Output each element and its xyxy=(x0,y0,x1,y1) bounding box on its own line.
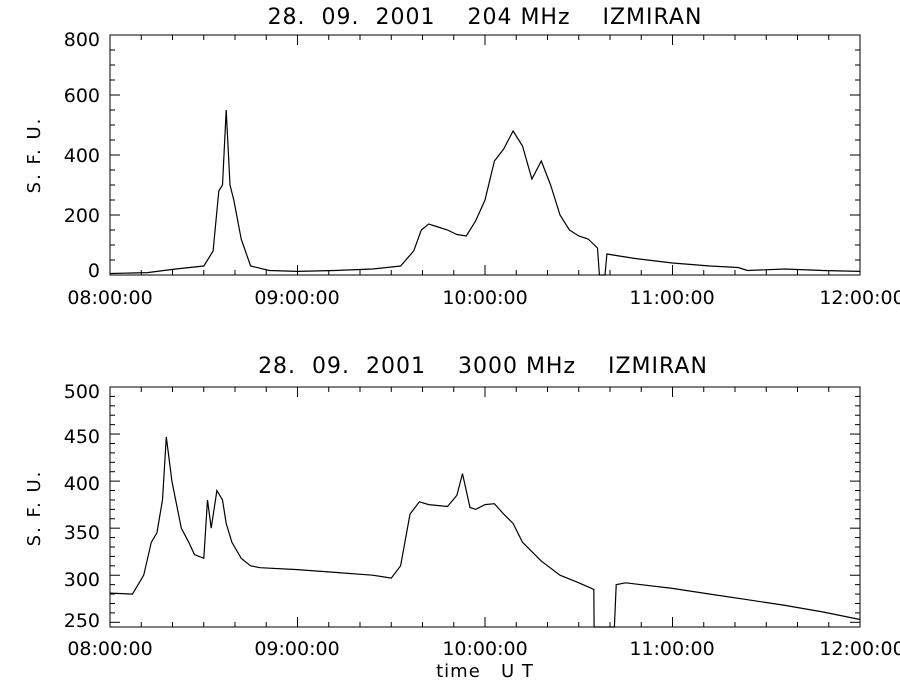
series-204mhz-line xyxy=(109,109,861,276)
ytick-label: 250 xyxy=(64,610,100,632)
ytick-label: 450 xyxy=(64,426,100,448)
xtick-label: 09:00:00 xyxy=(254,638,339,660)
ytick-label: 200 xyxy=(64,205,100,227)
panel-3000mhz-xlabel: time U T xyxy=(436,661,534,682)
panel-3000mhz-title: 28. 09. 2001 3000 MHz IZMIRAN xyxy=(258,354,708,379)
xtick-label: 11:00:00 xyxy=(629,638,714,660)
xtick-label: 11:00:00 xyxy=(629,287,714,309)
panel-204mhz: 28. 09. 2001 204 MHz IZMIRAN S. F. U. 0 … xyxy=(24,5,900,309)
ytick-label: 350 xyxy=(64,522,100,544)
panel-3000mhz-minor-ticks xyxy=(109,386,861,627)
ytick-label: 600 xyxy=(64,85,100,107)
ytick-label: 300 xyxy=(64,569,100,591)
xtick-label: 09:00:00 xyxy=(254,287,339,309)
xtick-label: 08:00:00 xyxy=(67,638,152,660)
ytick-label: 400 xyxy=(64,473,100,495)
ytick-label: 800 xyxy=(64,29,100,51)
panel-3000mhz: 28. 09. 2001 3000 MHz IZMIRAN S. F. U. 2… xyxy=(24,354,900,682)
ytick-label: 400 xyxy=(64,145,100,167)
xtick-label: 12:00:00 xyxy=(819,287,900,309)
ytick-label: 500 xyxy=(64,381,100,403)
panel-204mhz-title: 28. 09. 2001 204 MHz IZMIRAN xyxy=(268,5,703,30)
xtick-label: 10:00:00 xyxy=(442,287,527,309)
panel-204mhz-minor-ticks xyxy=(109,34,861,276)
xtick-label: 08:00:00 xyxy=(67,287,152,309)
ytick-label: 0 xyxy=(88,260,100,282)
panel-3000mhz-ylabel: S. F. U. xyxy=(24,470,45,547)
panel-204mhz-ylabel: S. F. U. xyxy=(24,117,45,194)
series-3000mhz-line xyxy=(109,436,861,628)
xtick-label: 10:00:00 xyxy=(442,638,527,660)
xtick-label: 12:00:00 xyxy=(819,638,900,660)
